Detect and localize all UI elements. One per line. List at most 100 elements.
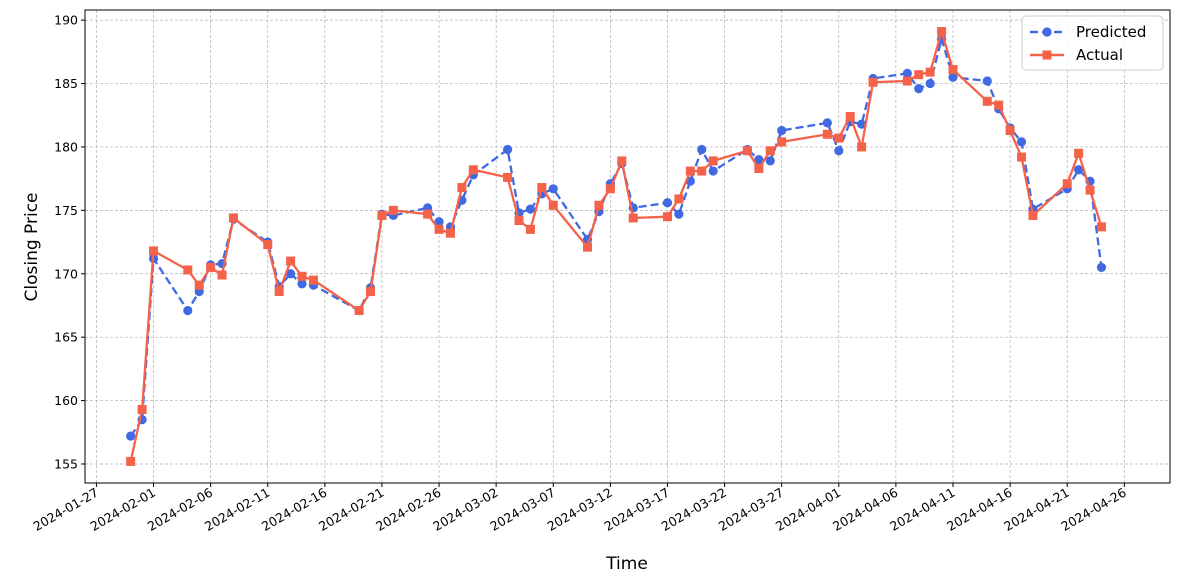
x-tick-label: 2024-04-26 — [1058, 485, 1128, 534]
data-point-actual — [754, 164, 764, 174]
data-point-actual — [594, 200, 604, 210]
data-point-actual — [994, 100, 1004, 110]
data-point-actual — [834, 133, 844, 143]
data-point-actual — [868, 77, 878, 87]
data-point-actual — [525, 224, 535, 234]
data-point-actual — [468, 165, 478, 175]
data-point-actual — [457, 183, 467, 193]
legend: Predicted Actual — [1021, 15, 1164, 71]
grid — [85, 10, 1170, 483]
data-point-actual — [662, 212, 672, 222]
data-point-actual — [617, 156, 627, 166]
data-point-predicted — [857, 119, 867, 129]
legend-marker-actual — [1042, 50, 1052, 60]
data-point-actual — [674, 194, 684, 204]
data-point-actual — [697, 166, 707, 176]
data-point-actual — [605, 184, 615, 194]
y-axis-title: Closing Price — [22, 192, 42, 301]
data-point-actual — [777, 137, 787, 147]
data-point-actual — [514, 216, 524, 226]
series-actual — [126, 27, 1106, 466]
data-point-predicted — [902, 68, 912, 79]
data-point-actual — [137, 404, 147, 414]
y-tick-label: 175 — [54, 203, 78, 218]
data-point-predicted — [765, 156, 775, 166]
series-line-actual — [129, 30, 1103, 462]
data-point-predicted — [914, 84, 924, 94]
y-axis: 155 160 165 170 175 180 185 190 — [54, 13, 85, 471]
series-layer — [126, 27, 1107, 466]
series-predicted — [126, 34, 1107, 441]
y-tick-label: 160 — [54, 393, 78, 408]
legend-label-actual: Actual — [1076, 46, 1123, 64]
data-point-actual — [423, 209, 433, 219]
data-point-actual — [366, 287, 376, 297]
data-point-predicted — [126, 431, 136, 441]
data-point-actual — [685, 166, 695, 176]
data-point-actual — [1028, 210, 1038, 220]
data-point-actual — [628, 213, 638, 223]
data-point-actual — [377, 210, 387, 220]
data-point-actual — [274, 287, 284, 297]
data-point-predicted — [982, 76, 992, 86]
data-point-actual — [925, 67, 935, 77]
data-point-actual — [217, 270, 227, 280]
data-point-actual — [228, 213, 238, 223]
data-point-actual — [263, 240, 273, 250]
data-point-predicted — [754, 155, 764, 165]
data-point-actual — [1062, 179, 1072, 189]
data-point-predicted — [697, 144, 707, 155]
data-point-actual — [194, 280, 204, 290]
data-point-predicted — [1074, 165, 1084, 175]
y-tick-label: 185 — [54, 76, 78, 91]
data-point-predicted — [502, 144, 513, 155]
x-axis-title: Time — [605, 554, 648, 574]
data-point-predicted — [183, 305, 193, 316]
data-point-actual — [286, 256, 296, 266]
y-tick-label: 165 — [54, 330, 78, 345]
data-point-actual — [183, 265, 193, 275]
series-line-predicted — [129, 38, 1103, 437]
data-point-actual — [583, 242, 593, 252]
data-point-predicted — [548, 184, 558, 194]
data-point-actual — [1074, 148, 1084, 158]
data-point-actual — [765, 146, 775, 156]
data-point-predicted — [674, 209, 684, 219]
data-point-actual — [1005, 125, 1015, 135]
y-tick-label: 155 — [54, 456, 78, 471]
x-axis: 2024-01-272024-02-012024-02-062024-02-11… — [30, 483, 1129, 534]
plot-frame — [84, 9, 1171, 484]
data-point-actual — [857, 142, 867, 152]
data-point-predicted — [948, 72, 958, 82]
legend-box — [1021, 15, 1164, 71]
data-point-actual — [982, 96, 992, 106]
data-point-actual — [354, 306, 364, 316]
data-point-actual — [537, 183, 547, 193]
data-point-actual — [708, 156, 718, 166]
data-point-predicted — [434, 217, 444, 227]
data-point-predicted — [525, 204, 536, 214]
data-point-actual — [434, 224, 444, 234]
data-point-actual — [149, 246, 159, 256]
y-tick-label: 190 — [54, 13, 78, 28]
legend-marker-predicted — [1042, 27, 1052, 37]
data-point-predicted — [297, 279, 307, 289]
data-point-actual — [822, 129, 832, 139]
legend-label-predicted: Predicted — [1076, 23, 1146, 41]
data-point-actual — [388, 205, 398, 215]
data-point-actual — [308, 275, 318, 285]
data-point-predicted — [285, 269, 296, 279]
data-point-predicted — [708, 166, 718, 176]
data-point-actual — [548, 200, 558, 210]
data-point-actual — [1096, 222, 1106, 232]
data-point-actual — [126, 456, 136, 466]
data-point-actual — [503, 172, 513, 182]
data-point-predicted — [662, 198, 673, 208]
data-point-predicted — [777, 125, 787, 136]
y-tick-label: 170 — [54, 266, 78, 281]
data-point-actual — [914, 70, 924, 80]
data-point-actual — [206, 262, 216, 272]
data-point-actual — [1017, 152, 1027, 162]
data-point-predicted — [834, 146, 844, 156]
